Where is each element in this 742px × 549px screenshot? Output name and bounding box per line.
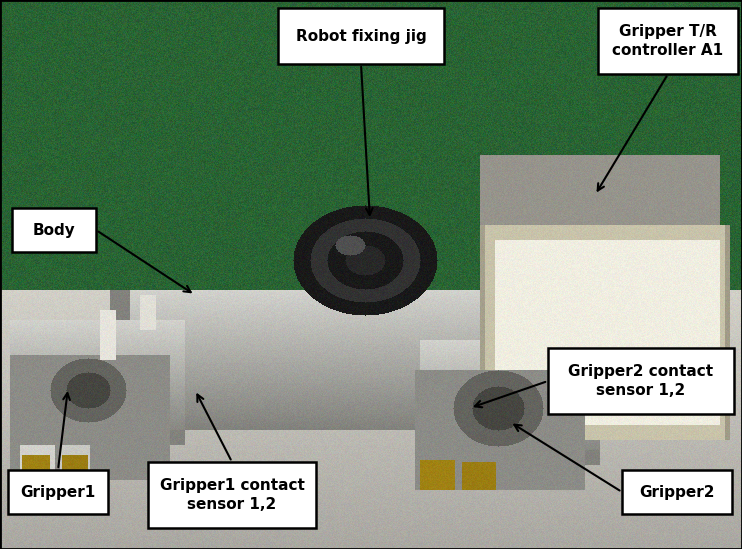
FancyBboxPatch shape <box>278 8 444 64</box>
FancyBboxPatch shape <box>622 470 732 514</box>
Text: Gripper T/R
controller A1: Gripper T/R controller A1 <box>612 24 723 58</box>
FancyBboxPatch shape <box>8 470 108 514</box>
Text: Gripper1: Gripper1 <box>20 485 96 500</box>
FancyBboxPatch shape <box>548 348 734 414</box>
Text: Gripper1 contact
sensor 1,2: Gripper1 contact sensor 1,2 <box>160 478 304 512</box>
Text: Body: Body <box>33 222 76 238</box>
Text: Gripper2: Gripper2 <box>640 485 715 500</box>
Text: Robot fixing jig: Robot fixing jig <box>295 29 427 43</box>
FancyBboxPatch shape <box>148 462 316 528</box>
FancyBboxPatch shape <box>12 208 96 252</box>
FancyBboxPatch shape <box>598 8 738 74</box>
Text: Gripper2 contact
sensor 1,2: Gripper2 contact sensor 1,2 <box>568 364 714 398</box>
